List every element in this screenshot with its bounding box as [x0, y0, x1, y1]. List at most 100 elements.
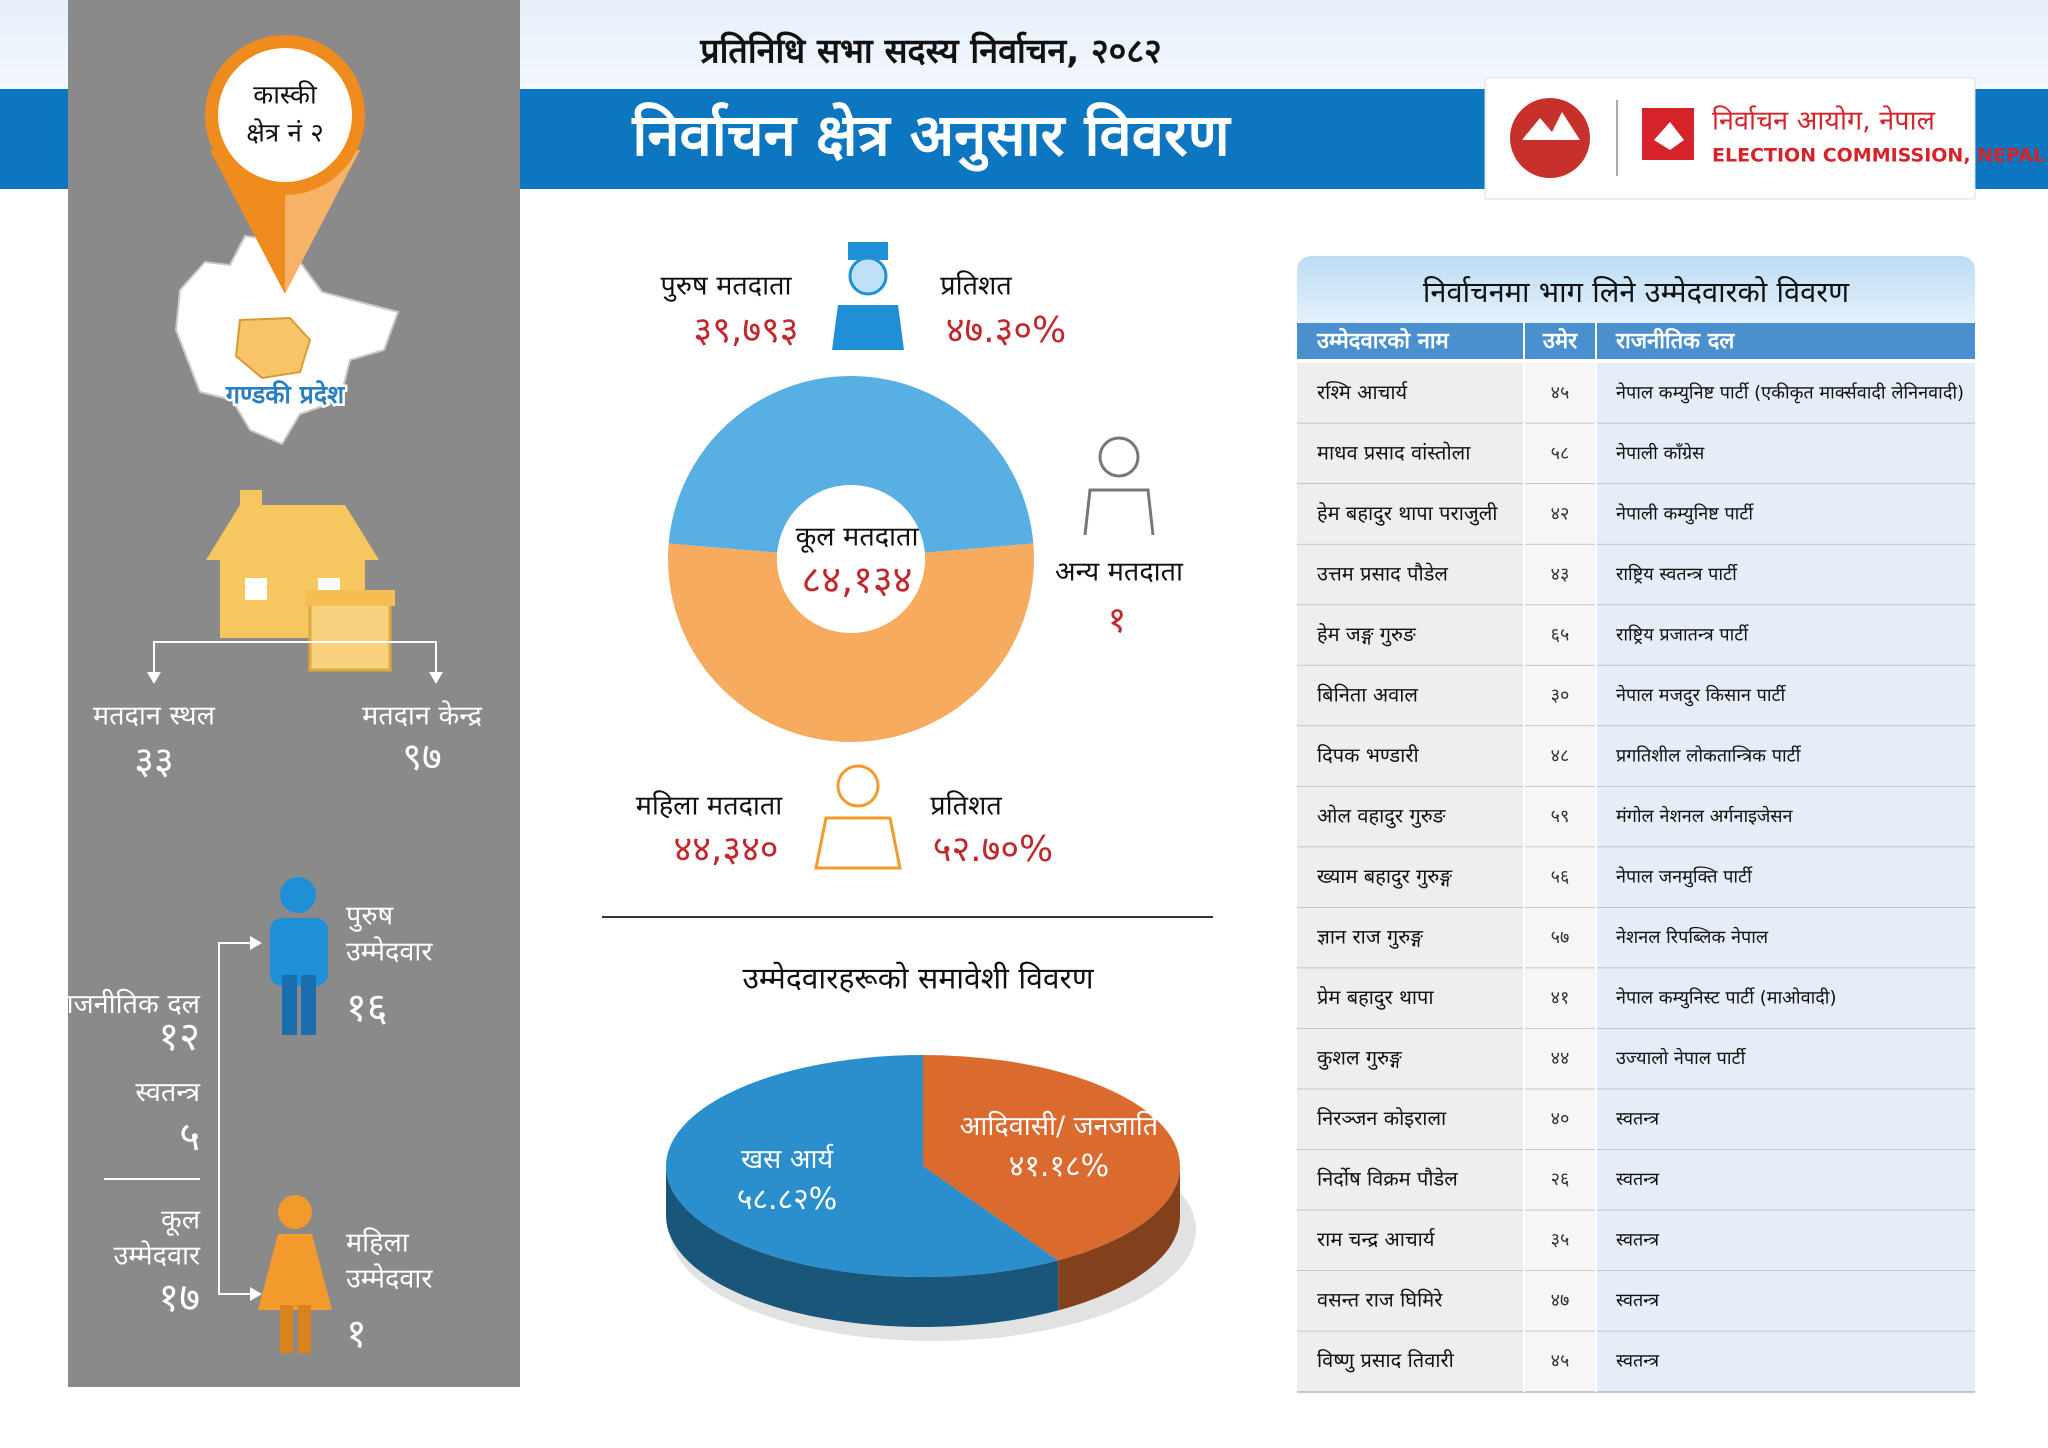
- cell-bg: [1297, 1331, 1524, 1392]
- candidate-party: स्वतन्त्र: [1616, 1109, 1660, 1130]
- candidate-age: ४५: [1551, 1351, 1570, 1372]
- candidate-party: राष्ट्रिय स्वतन्त्र पार्टी: [1616, 563, 1738, 585]
- commission-name: निर्वाचन आयोग, नेपाल: [1712, 105, 1936, 137]
- province: गण्डकी प्रदेश: [225, 380, 345, 409]
- candidate-party: नेपाल कम्युनिस्ट पार्टी (माओवादी): [1616, 987, 1836, 1009]
- female-voter-icon: [814, 764, 902, 870]
- cell-bg: [1524, 1270, 1596, 1332]
- pie-slice: [923, 1055, 1181, 1261]
- candidate-age: ४३: [1551, 564, 1570, 585]
- candidate-name: राम चन्द्र आचार्य: [1317, 1227, 1435, 1251]
- male-candidates: १६: [346, 985, 388, 1031]
- cell-bg: [1297, 847, 1524, 908]
- chart-title: उम्मेदवारहरूको समावेशी विवरण: [742, 962, 1094, 997]
- share-heading: प्रतिशत: [940, 270, 1012, 302]
- cell-bg: [1297, 423, 1524, 485]
- sari: [814, 816, 902, 870]
- other-voter-icon: [1083, 436, 1155, 536]
- candidate-name: वसन्त राज घिमिरे: [1317, 1288, 1443, 1312]
- cell-bg: [1596, 605, 1975, 666]
- cap: [848, 242, 888, 260]
- candidate-party: उज्यालो नेपाल पार्टी: [1616, 1047, 1747, 1069]
- cell-bg: [1524, 544, 1596, 606]
- candidate-name: निरञ्जन कोइराला: [1317, 1106, 1447, 1130]
- cell-bg: [1596, 786, 1975, 848]
- candidate-party: स्वतन्त्र: [1616, 1169, 1660, 1190]
- table-header-bg: [1297, 323, 1975, 359]
- cell-bg: [1596, 1210, 1975, 1271]
- pie-side: [1058, 1166, 1180, 1311]
- candidate-party: नेपाली काँग्रेस: [1616, 442, 1705, 464]
- cell-bg: [1297, 907, 1524, 969]
- total-value: ८४,१३४: [802, 558, 913, 602]
- male-figure: [270, 877, 328, 1035]
- value-label: ३९,७९३: [693, 310, 798, 351]
- donut-segment: [668, 375, 1034, 553]
- candidate-name: ख्याम बहादुर गुरुङ्ग: [1317, 864, 1453, 889]
- party-label: राजनीतिक दल: [55, 988, 200, 1020]
- candidate-age: ५८: [1551, 443, 1570, 464]
- emblem-mountain: [1522, 112, 1580, 140]
- candidate-name: निर्दोष विक्रम पौडेल: [1317, 1167, 1458, 1191]
- candidate-party: स्वतन्त्र: [1616, 1351, 1660, 1372]
- cell-bg: [1524, 665, 1596, 727]
- cell-bg: [1297, 363, 1524, 424]
- cell-bg: [1297, 1149, 1524, 1211]
- cell-bg: [1596, 968, 1975, 1029]
- bracket: [218, 942, 257, 1295]
- candidate-name: ज्ञान राज गुरुङ्ग: [1317, 925, 1424, 950]
- cell-bg: [1596, 1149, 1975, 1211]
- leg: [282, 975, 297, 1035]
- candidate-party: राष्ट्रिय प्रजातन्त्र पार्टी: [1616, 623, 1749, 645]
- candidate-name: माधव प्रसाद वांस्तोला: [1317, 440, 1471, 464]
- dress: [258, 1234, 332, 1310]
- cell-bg: [1297, 665, 1524, 727]
- cell-bg: [1524, 605, 1596, 666]
- cell-bg: [1297, 726, 1524, 787]
- cell-bg: [1596, 726, 1975, 787]
- cell-bg: [1596, 665, 1975, 727]
- pin-face: [218, 48, 352, 182]
- candidate-party: स्वतन्त्र: [1616, 1230, 1660, 1251]
- independent-count: ५: [179, 1114, 200, 1160]
- cell-bg: [1524, 1089, 1596, 1150]
- cell-bg: [1297, 1089, 1524, 1150]
- arrow-lines: [153, 641, 437, 676]
- candidate-age: ३०: [1551, 685, 1570, 706]
- cell-bg: [1524, 1210, 1596, 1271]
- slice-label: आदिवासी/ जनजाति: [960, 1110, 1159, 1142]
- donut-hole: [777, 485, 925, 633]
- pie-slice: [666, 1055, 1059, 1277]
- candidate-age: ४२: [1551, 503, 1570, 524]
- cell-bg: [1524, 363, 1596, 424]
- candidate-name: बिनिता अवाल: [1317, 682, 1418, 706]
- female-candidates-label: महिला उम्मेदवार: [346, 1227, 433, 1295]
- candidate-party: नेपाल मजदुर किसान पार्टी: [1616, 684, 1787, 707]
- slice-value: ४१.१८%: [1009, 1149, 1109, 1184]
- candidate-party: नेपाली कम्युनिष्ट पार्टी: [1616, 502, 1754, 524]
- table-header: उमेर: [1542, 327, 1578, 354]
- pie-side: [666, 1166, 1059, 1327]
- cell-bg: [1524, 1149, 1596, 1211]
- cell-bg: [1524, 1331, 1596, 1392]
- polling-centers-label: मतदान केन्द्र: [362, 700, 483, 732]
- independent-label: स्वतन्त्र: [135, 1076, 200, 1108]
- candidate-age: ४७: [1551, 1290, 1570, 1311]
- total-count: १७: [158, 1275, 200, 1321]
- ballot-box: [308, 593, 392, 672]
- cell-bg: [1596, 484, 1975, 545]
- candidate-age: ४०: [1551, 1109, 1570, 1130]
- candidate-age: ३५: [1551, 1230, 1570, 1251]
- cell-bg: [1524, 726, 1596, 787]
- candidate-name: दिपक भण्डारी: [1317, 743, 1419, 767]
- pin-tail: [210, 150, 360, 294]
- commission-name-en: ELECTION COMMISSION, NEPAL: [1712, 145, 2045, 167]
- share-label: ५२.७०%: [933, 829, 1054, 870]
- cell-bg: [1297, 484, 1524, 545]
- ballot-lid: [305, 590, 395, 606]
- leg: [280, 1305, 293, 1353]
- candidate-name: कुशल गुरुङ्ग: [1317, 1046, 1403, 1071]
- cell-bg: [1596, 423, 1975, 485]
- candidate-age: ४१: [1551, 988, 1570, 1009]
- cell-bg: [1524, 484, 1596, 545]
